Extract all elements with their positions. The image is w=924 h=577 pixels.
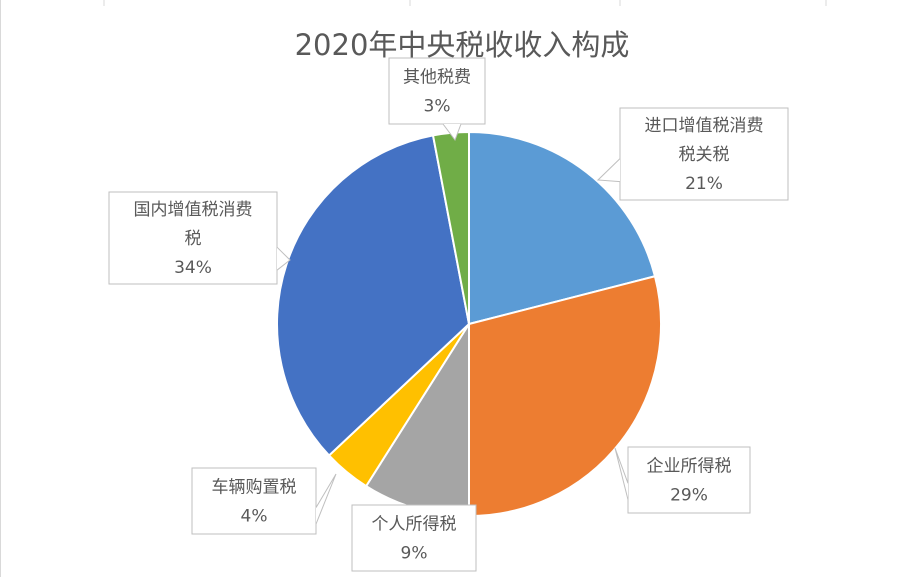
data-label-callout: 企业所得税 29%	[614, 446, 751, 514]
data-label-value: 29%	[670, 486, 708, 506]
data-label-category: 税	[185, 229, 202, 249]
callout-box	[619, 107, 789, 201]
pie-slice[interactable]	[276, 134, 471, 457]
pie-slice[interactable]	[468, 275, 662, 518]
data-label-category: 国内增值税消费	[134, 200, 253, 220]
callout-pointer	[614, 447, 629, 500]
callout-pointer	[276, 246, 291, 271]
callout-pointer	[315, 473, 337, 525]
data-label-category: 税关税	[679, 145, 730, 165]
callout-pointer	[596, 158, 621, 183]
callout-box	[191, 467, 317, 535]
data-label-value: 9%	[401, 544, 428, 564]
data-label-category: 企业所得税	[647, 457, 732, 477]
data-label-category: 车辆购置税	[212, 478, 297, 498]
callout-box	[108, 191, 278, 285]
data-label-category: 其他税费	[403, 68, 471, 88]
data-label-category: 进口增值税消费	[645, 116, 764, 136]
data-label-category: 个人所得税	[372, 515, 457, 535]
data-label-value: 34%	[174, 258, 212, 278]
pie-slice[interactable]	[468, 130, 657, 326]
callout-box	[351, 504, 477, 572]
callout-box	[388, 57, 486, 125]
data-label-value: 3%	[424, 97, 451, 117]
callout-box	[627, 446, 751, 514]
chart-title: 2020年中央税收收入构成	[294, 28, 630, 62]
data-label-value: 4%	[241, 507, 268, 527]
data-label-callout: 个人所得税 9%	[351, 504, 477, 572]
callout-pointer	[442, 123, 462, 142]
data-label-callout: 其他税费 3%	[388, 57, 486, 142]
data-label-value: 21%	[685, 174, 723, 194]
data-label-callout: 车辆购置税 4%	[191, 467, 337, 535]
